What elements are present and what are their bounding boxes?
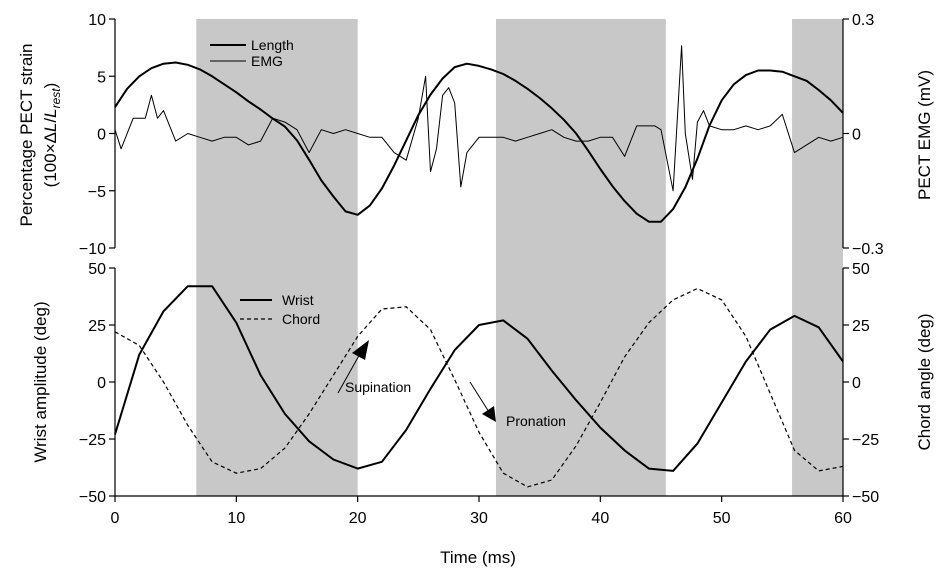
top-ylabel-sub-close: ) (41, 83, 60, 89)
bottom-right-tick-label-0: 50 (852, 261, 870, 278)
series-line-chord (114, 287, 844, 488)
top-y2label: PECT EMG (mV) (915, 70, 934, 200)
top-ylabel-sub-L: L (41, 123, 60, 132)
bottom-left-tick-label-1: 25 (88, 318, 106, 335)
series-line-wrist (114, 285, 844, 472)
bottom-legend: Wrist Chord (240, 292, 320, 327)
top-right-tick-label-0: 0.3 (852, 12, 874, 29)
bottom-panel: 50 25 0 −25 −50 50 25 0 −25 −50 0 10 20 30 40 50 60 Wris… (31, 261, 934, 567)
top-ylabel-sub-slash: / (41, 118, 60, 123)
top-legend: Length EMG (210, 37, 294, 69)
bottom-right-tick-label-2: 0 (852, 375, 861, 392)
supination-arrow (337, 351, 362, 394)
shaded-region-0 (196, 19, 358, 496)
top-series-lines (114, 45, 844, 223)
annotations: Supination Pronation (337, 340, 566, 429)
bottom-series-lines (114, 285, 844, 488)
x-tick-label-4: 40 (591, 510, 609, 527)
shaded-region-2 (792, 19, 843, 496)
top-left-tick-label-1: 5 (97, 69, 106, 86)
bottom-right-tick-label-4: −50 (852, 489, 879, 506)
top-left-tick-label-3: −5 (88, 184, 106, 201)
supination-arrowhead (352, 340, 369, 360)
pronation-arrow (469, 381, 490, 413)
bottom-ylabel: Wrist amplitude (deg) (31, 301, 50, 462)
x-tick-label-5: 50 (713, 510, 731, 527)
series-line-emg (114, 45, 844, 192)
x-tick-label-2: 20 (349, 510, 367, 527)
top-right-tick-label-2: −0.3 (852, 241, 884, 258)
top-left-tick-label-0: 10 (88, 12, 106, 29)
bottom-xlabel: Time (ms) (440, 548, 516, 567)
top-left-tick-label-4: −10 (79, 241, 106, 258)
bottom-left-tick-label-2: 0 (97, 375, 106, 392)
top-axes: 10 5 0 −5 −10 0.3 0 −0.3 (79, 12, 884, 258)
top-ylabel-sub: (100×ΔL/Lrest) (41, 83, 63, 188)
bottom-left-tick-label-3: −25 (79, 432, 106, 449)
top-ylabel-sub-L2: L (41, 108, 60, 117)
annotation-supination: Supination (345, 379, 411, 395)
pronation-arrowhead (482, 406, 496, 422)
top-ylabel-sub-rest: rest (49, 88, 63, 109)
bottom-left-tick-label-0: 50 (88, 261, 106, 278)
legend-label-wrist: Wrist (282, 292, 314, 308)
legend-label-emg: EMG (251, 53, 283, 69)
top-left-tick-label-2: 0 (97, 127, 106, 144)
x-tick-label-6: 60 (834, 510, 852, 527)
top-ylabel-main: Percentage PECT strain (17, 44, 36, 227)
legend-label-length: Length (251, 37, 294, 53)
annotation-pronation: Pronation (506, 413, 566, 429)
top-panel: 10 5 0 −5 −10 0.3 0 −0.3 Length EMG Percentage … (17, 12, 934, 258)
shaded-regions (196, 19, 843, 496)
top-right-tick-label-1: 0 (852, 127, 861, 144)
x-tick-label-0: 0 (111, 510, 120, 527)
top-ylabel-sub-prefix: (100×Δ (41, 132, 60, 187)
bottom-right-tick-label-3: −25 (852, 432, 879, 449)
bottom-y2label: Chord angle (deg) (915, 313, 934, 450)
x-tick-label-1: 10 (227, 510, 245, 527)
shaded-region-1 (495, 19, 666, 496)
bottom-left-tick-label-4: −50 (79, 489, 106, 506)
bottom-right-tick-label-1: 25 (852, 318, 870, 335)
series-line-length (114, 61, 844, 223)
legend-label-chord: Chord (282, 311, 320, 327)
bottom-axes: 50 25 0 −25 −50 50 25 0 −25 −50 0 10 20 30 40 50 60 (79, 261, 879, 527)
x-tick-label-3: 30 (470, 510, 488, 527)
